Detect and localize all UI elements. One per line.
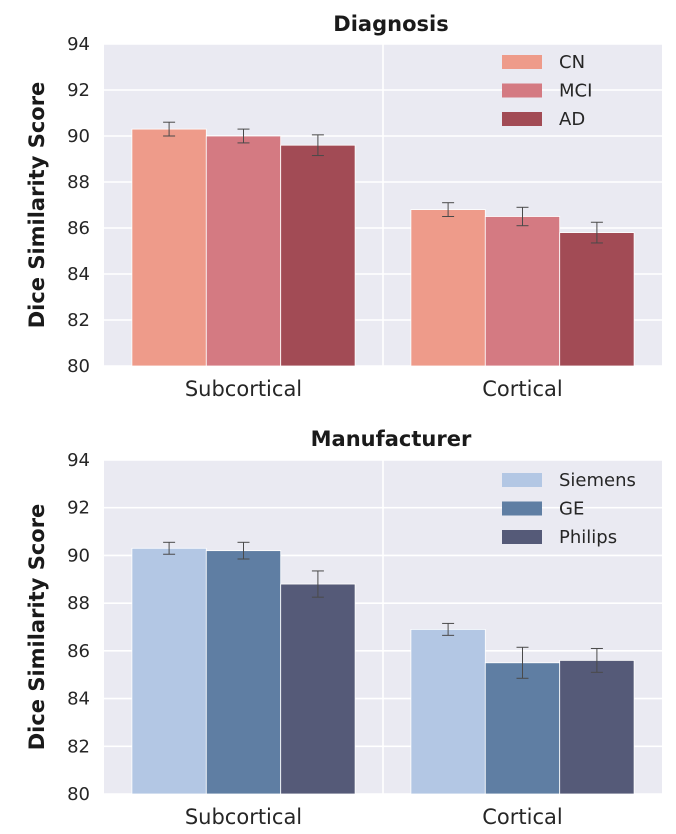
chart-diagnosis: 80 82 84 86 88 90 92 94 Subcortical Cortical Diagn… [25, 12, 662, 401]
legend-swatch-siemens [502, 473, 542, 487]
bar-mci-subcortical [205, 135, 282, 367]
legend-swatch-cn [502, 55, 542, 69]
y-tick-label: 94 [67, 450, 90, 471]
y-tick-label: 94 [67, 34, 90, 55]
legend-label: GE [559, 499, 584, 520]
y-axis-label: Dice Similarity Score [25, 82, 49, 329]
y-tick-label: 86 [67, 641, 90, 662]
y-tick-label: 84 [67, 264, 90, 285]
x-tick-label: Cortical [482, 377, 562, 401]
y-axis-label: Dice Similarity Score [25, 504, 49, 751]
chart-title: Manufacturer [311, 427, 472, 451]
bar-philips-cortical [559, 660, 635, 795]
y-tick-label: 92 [67, 80, 90, 101]
y-tick-label: 88 [67, 172, 90, 193]
bar-ge-subcortical [205, 550, 282, 795]
y-tick-label: 82 [67, 736, 90, 757]
legend-swatch-philips [502, 530, 542, 544]
chart-title: Diagnosis [333, 12, 448, 36]
legend-label: AD [559, 109, 585, 130]
legend-label: Siemens [559, 470, 636, 491]
bar-siemens-subcortical [131, 547, 207, 795]
x-tick-label: Subcortical [185, 805, 302, 829]
bar-mci-cortical [484, 216, 561, 367]
y-tick-label: 90 [67, 126, 90, 147]
bar-philips-subcortical [280, 583, 356, 795]
y-tick-label: 80 [67, 784, 90, 805]
y-tick-label: 82 [67, 310, 90, 331]
legend-swatch-ge [502, 501, 542, 516]
bar-siemens-cortical [410, 628, 486, 795]
legend-label: CN [559, 52, 585, 73]
y-tick-label: 88 [67, 593, 90, 614]
y-tick-label: 86 [67, 218, 90, 239]
bar-cn-subcortical [131, 128, 207, 367]
legend-swatch-ad [502, 112, 542, 126]
bar-ad-cortical [559, 232, 635, 367]
legend-label: Philips [559, 527, 617, 548]
y-tick-label: 90 [67, 545, 90, 566]
y-tick-label: 92 [67, 498, 90, 519]
legend-label: MCI [559, 81, 592, 102]
legend: CN MCI AD [502, 52, 592, 130]
x-tick-label: Cortical [482, 805, 562, 829]
y-tick-label: 84 [67, 689, 90, 710]
chart-manufacturer: 80 82 84 86 88 90 92 94 Subcortical Cortical Manuf… [25, 427, 662, 829]
legend-swatch-mci [502, 83, 542, 98]
bar-ge-cortical [484, 662, 561, 795]
bar-cn-cortical [410, 209, 486, 367]
legend: Siemens GE Philips [502, 470, 636, 548]
y-tick-label: 80 [67, 356, 90, 377]
bar-ad-subcortical [280, 144, 356, 367]
x-tick-label: Subcortical [185, 377, 302, 401]
